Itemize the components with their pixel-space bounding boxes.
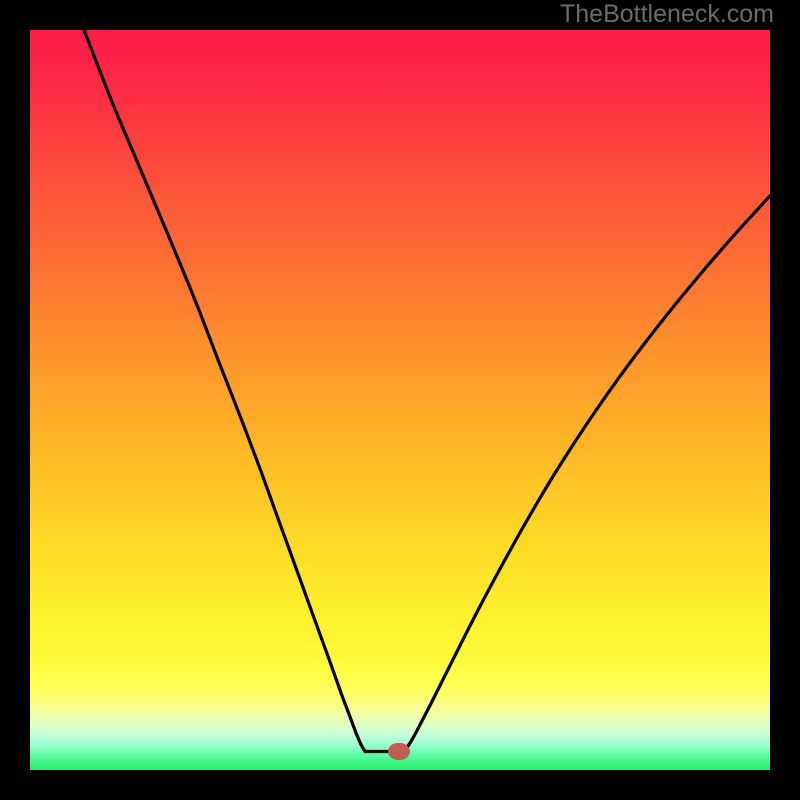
optimal-marker [388, 743, 410, 760]
bottleneck-curve [30, 30, 770, 770]
plot-area [30, 30, 770, 770]
watermark-text: TheBottleneck.com [560, 0, 774, 29]
